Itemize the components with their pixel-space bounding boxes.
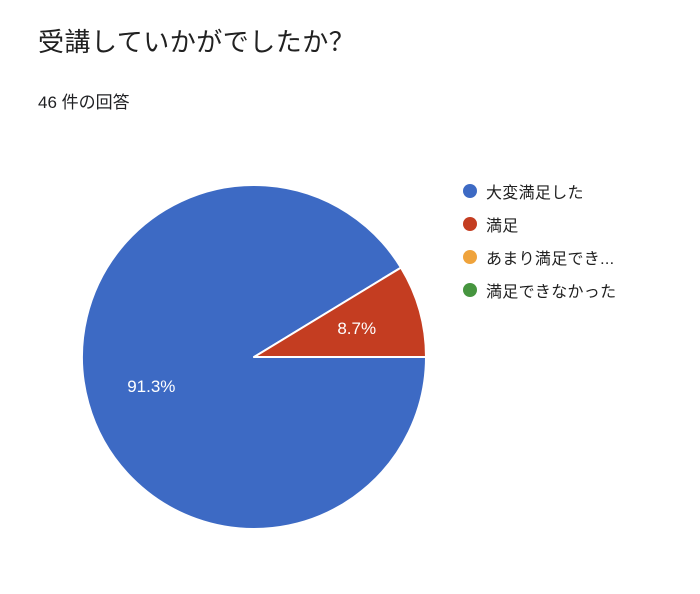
legend-label: あまり満足でき... xyxy=(486,250,615,268)
pie-slice-label-1: 8.7% xyxy=(337,319,376,338)
legend-label: 大変満足した xyxy=(486,184,584,202)
response-count: 46 件の回答 xyxy=(38,93,130,112)
legend-item-3: 満足できなかった xyxy=(463,273,616,306)
legend-color-dot xyxy=(463,249,477,264)
pie-chart: 91.3% 8.7% xyxy=(81,184,427,530)
legend-color-dot xyxy=(463,183,477,198)
legend-item-0: 大変満足した xyxy=(463,174,616,207)
legend-label: 満足 xyxy=(486,217,519,235)
legend-item-2: あまり満足でき... xyxy=(463,240,616,273)
legend-color-dot xyxy=(463,216,477,231)
legend-item-1: 満足 xyxy=(463,207,616,240)
legend-color-dot xyxy=(463,282,477,297)
pie-slice-label-0: 91.3% xyxy=(127,377,175,396)
chart-legend: 大変満足した 満足あまり満足でき... 満足できなかった xyxy=(463,174,616,306)
legend-label: 満足できなかった xyxy=(486,283,617,301)
question-title: 受講していかがでしたか？ xyxy=(38,27,356,57)
pie-slice-1[interactable] xyxy=(253,266,427,358)
